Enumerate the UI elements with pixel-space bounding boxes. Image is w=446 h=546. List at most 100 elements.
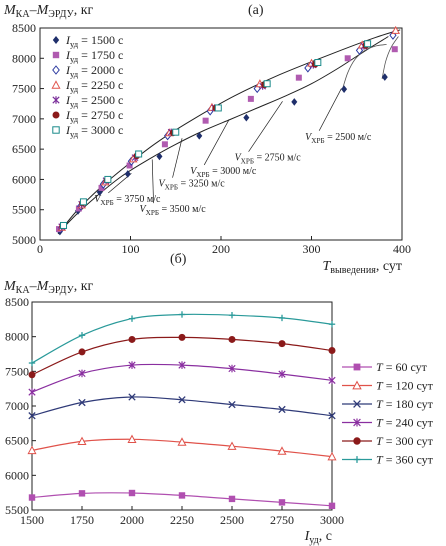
panel-b-xlabel: Iуд, с (304, 529, 332, 546)
panel-b-series-line (31, 336, 333, 376)
panel-a-legend-label: Iуд = 2500 с (65, 93, 123, 109)
panel-b-ytick-label: 6000 (5, 468, 29, 482)
panel-b-legend-label: T = 300 сут (376, 434, 434, 448)
panel-a-xtick-label: 200 (212, 242, 230, 256)
panel-a-ytick-label: 8000 (12, 51, 36, 65)
panel-a-point (96, 188, 103, 196)
panel-b-point (278, 405, 286, 414)
panel-a-point (124, 170, 131, 178)
panel-a-xtick-label: 400 (393, 242, 411, 256)
panel-a-annotation-leader (318, 88, 342, 131)
panel-b-legend-marker-b (353, 400, 361, 408)
panel-b-point (278, 314, 286, 322)
panel-a-legend-marker (51, 80, 61, 89)
panel-a-point (214, 104, 222, 112)
panel-b-legend-label: T = 120 сут (376, 379, 434, 393)
panel-a-panel-label: (а) (248, 3, 264, 18)
panel-b: 1500 1750 2000 2250 2500 2750 3000 5500 6000 6500… (3, 252, 434, 546)
panel-b-xtick-label: 3000 (320, 513, 344, 527)
panel-a-annotation-label: VХРБ = 3500 м/с (140, 204, 207, 217)
panel-a-annotation-label: VХРБ = 3000 м/с (190, 166, 257, 179)
panel-b-point (77, 436, 87, 446)
panel-b-point (228, 311, 236, 319)
panel-b-legend-label: T = 60 сут (376, 360, 428, 374)
panel-b-point-b (28, 412, 36, 420)
panel-b-point-b (128, 393, 136, 401)
panel-b-point (28, 494, 36, 501)
panel-a-point (104, 175, 112, 183)
panel-a-xlabel: Tвыведения, сут (322, 259, 402, 276)
panel-b-xtick-label: 1500 (20, 513, 44, 527)
panel-b-point (328, 320, 336, 328)
panel-a-annotation-label: VХРБ = 2750 м/с (235, 153, 302, 166)
panel-b-point (78, 348, 86, 356)
panel-a-ytick-label: 8500 (12, 21, 36, 35)
panel-b-point (277, 446, 287, 455)
panel-b-point (78, 332, 86, 339)
panel-b-point (178, 333, 186, 341)
panel-b-point (78, 490, 86, 497)
panel-a-point (161, 141, 168, 148)
panel-a-legend-label: Iуд = 2750 с (65, 108, 123, 124)
panel-a-point (381, 73, 388, 81)
panel-a-envelope-curve (57, 29, 401, 235)
panel-a-ytick-label: 5000 (12, 233, 36, 247)
panel-a-lower-curve (57, 36, 389, 234)
panel-a-annotation-leader (151, 159, 154, 204)
panel-a-point (344, 55, 351, 62)
panel-b-ytick-label: 7500 (5, 364, 29, 378)
panel-b-point (228, 335, 236, 343)
panel-b-ytick-label: 5500 (5, 503, 29, 517)
panel-b-point (78, 398, 86, 407)
panel-b-xtick-label: 2000 (120, 513, 144, 527)
panel-a-ytick-label: 7500 (12, 82, 36, 96)
panel-b-point-b (78, 398, 86, 407)
panel-a-ytick-label: 7000 (12, 112, 36, 126)
panel-a-legend-label: Iуд = 2250 с (65, 78, 123, 94)
panel-a-point (79, 198, 87, 206)
panel-a-xtick-label: 0 (37, 242, 43, 256)
panel-b-point (28, 412, 36, 420)
panel-b-legend-marker (353, 400, 361, 408)
panel-a-point (60, 221, 68, 229)
panel-a-point (247, 95, 254, 102)
panel-b-point (328, 412, 336, 420)
panel-b-point (328, 347, 336, 355)
panel-a-point (391, 25, 401, 34)
panel-a: 0 100 200 300 400 5000 5500 6000 6500 7000 7500 800… (3, 3, 411, 276)
panel-a-point (202, 117, 209, 124)
panel-b-point (178, 311, 186, 318)
panel-a-xtick-label: 300 (303, 242, 321, 256)
panel-b-ytick-label: 8500 (5, 295, 29, 309)
panel-b-xtick-label: 1750 (70, 513, 94, 527)
panel-b-legend-label: T = 360 сут (376, 453, 434, 467)
panel-a-point (341, 85, 348, 93)
panel-b-point-b (278, 405, 286, 414)
panel-a-legend-label: Iуд = 1750 с (65, 48, 123, 64)
panel-a-annotation-label: VХРБ = 3250 м/с (159, 179, 226, 192)
panel-b-point (28, 359, 36, 367)
panel-b-point (128, 335, 136, 343)
panel-a-legend-marker (52, 96, 60, 104)
panel-b-point (177, 437, 187, 446)
panel-b-point (228, 400, 236, 409)
panel-b-point (228, 495, 236, 503)
panel-a-point (156, 152, 163, 161)
panel-b-ytick-label: 6500 (5, 434, 29, 448)
panel-b-legend-marker (353, 456, 361, 463)
panel-b-point (128, 361, 136, 369)
panel-a-annotation-label: VХРБ = 3750 м/с (94, 194, 161, 207)
panel-a-legend-marker (52, 51, 60, 59)
panel-a-ylabel: MКА–MЭРДУ, кг (3, 3, 93, 20)
panel-a-annotation-leader (248, 101, 283, 152)
panel-b-point (27, 445, 37, 455)
panel-b-point (278, 499, 286, 506)
panel-b-point (178, 361, 186, 369)
panel-a-annotation-leader (203, 119, 230, 166)
panel-b-legend-marker (353, 418, 361, 427)
panel-b-point (128, 489, 136, 497)
panel-a-annotation-label: VХРБ = 2500 м/с (305, 132, 372, 145)
panel-a-legend-marker (52, 36, 60, 44)
panel-a-legend-marker (52, 111, 60, 119)
